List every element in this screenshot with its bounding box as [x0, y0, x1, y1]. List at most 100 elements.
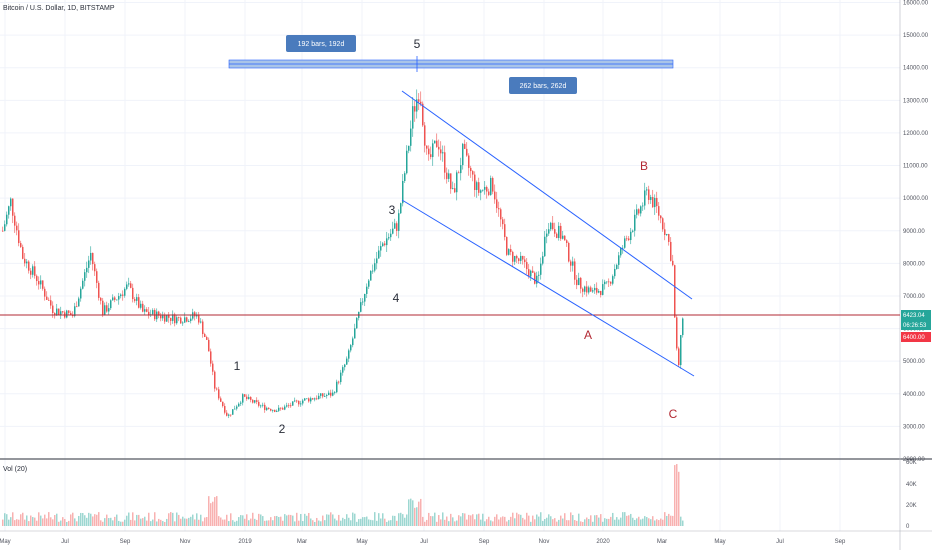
- volume-bar: [8, 519, 10, 526]
- volume-bar: [574, 520, 576, 526]
- volume-bar: [356, 521, 358, 526]
- volume-bar: [38, 512, 40, 526]
- candle-body: [92, 252, 94, 265]
- candle-body: [94, 264, 96, 272]
- volume-bar: [534, 519, 536, 526]
- candle-body: [476, 182, 478, 190]
- volume-bar: [642, 518, 644, 526]
- candle-body: [504, 224, 506, 238]
- wave-label-c: C: [669, 407, 678, 421]
- candle-body: [514, 255, 516, 262]
- candle-body: [364, 293, 366, 302]
- candle-body: [626, 238, 628, 240]
- candle-body: [506, 237, 508, 255]
- volume-bar: [186, 518, 188, 526]
- volume-bar: [312, 520, 314, 526]
- candle-body: [276, 410, 278, 412]
- candle-body: [468, 155, 470, 168]
- volume-bar: [672, 515, 674, 526]
- candle-body: [662, 218, 664, 230]
- candle-body: [98, 282, 100, 298]
- candle-body: [590, 287, 592, 292]
- volume-bar: [140, 518, 142, 526]
- candle-body: [408, 145, 410, 151]
- candle-body: [300, 403, 302, 405]
- volume-bar: [524, 519, 526, 526]
- candle-body: [124, 288, 126, 296]
- candle-body: [324, 395, 326, 397]
- volume-bar: [12, 512, 14, 526]
- volume-bar: [378, 513, 380, 526]
- candle-body: [96, 271, 98, 283]
- volume-bar: [300, 513, 302, 526]
- volume-label[interactable]: Vol (20): [3, 466, 27, 473]
- price-tick-label: 3000.00: [903, 424, 925, 430]
- volume-bar: [194, 519, 196, 526]
- volume-bar: [326, 514, 328, 526]
- candle-body: [222, 401, 224, 407]
- channel-upper-line[interactable]: [401, 90, 693, 300]
- volume-bar: [520, 514, 522, 526]
- candle-body: [500, 209, 502, 220]
- price-axis[interactable]: 16000.00 15000.00 14000.00 13000.00 12000.00…: [903, 1, 929, 464]
- volume-bar: [164, 521, 166, 526]
- candle-body: [12, 198, 14, 216]
- volume-bar: [320, 521, 322, 526]
- volume-bar: [142, 518, 144, 526]
- candle-body: [620, 248, 622, 256]
- candle-body: [438, 146, 440, 150]
- candle-body: [54, 313, 56, 315]
- candle-body: [120, 294, 122, 297]
- time-axis[interactable]: May Jul Sep Nov 2019 Mar May Jul Sep Nov 2020 Mar Ma…: [0, 539, 846, 545]
- candle-body: [570, 261, 572, 266]
- volume-bar: [330, 512, 332, 526]
- volume-bar: [44, 514, 46, 526]
- candle-body: [676, 317, 678, 349]
- volume-bar: [528, 515, 530, 526]
- price-tick-label: 2000.00: [903, 457, 925, 463]
- volume-bar: [426, 519, 428, 526]
- candle-body: [294, 400, 296, 402]
- candle-body: [512, 251, 514, 262]
- candle-body: [236, 406, 238, 409]
- candle-body: [334, 392, 336, 394]
- candle-body: [244, 394, 246, 397]
- volume-bar: [624, 512, 626, 526]
- volume-bar: [100, 520, 102, 526]
- volume-bar: [276, 515, 278, 526]
- candle-body: [86, 267, 88, 273]
- candle-body: [524, 259, 526, 263]
- volume-bar: [176, 512, 178, 526]
- volume-bar: [60, 520, 62, 526]
- volume-bar: [372, 520, 374, 526]
- time-tick-label: May: [714, 539, 725, 545]
- candle-body: [594, 287, 596, 291]
- symbol-title[interactable]: Bitcoin / U.S. Dollar, 1D, BITSTAMP: [3, 5, 115, 12]
- candle-body: [622, 247, 624, 249]
- volume-bar: [342, 517, 344, 526]
- candle-body: [400, 203, 402, 214]
- candle-body: [160, 315, 162, 319]
- candle-body: [320, 393, 322, 396]
- volume-bar: [634, 519, 636, 526]
- candle-body: [526, 262, 528, 270]
- channel-lower-line[interactable]: [401, 199, 695, 377]
- candle-body: [564, 235, 566, 241]
- volume-bar: [394, 515, 396, 526]
- volume-bar: [442, 512, 444, 526]
- candle-body: [292, 401, 294, 406]
- volume-bar: [588, 518, 590, 526]
- volume-bar: [540, 512, 542, 526]
- volume-bar: [486, 519, 488, 526]
- volume-bar: [532, 515, 534, 526]
- candle-body: [240, 402, 242, 404]
- candle-body: [452, 188, 454, 189]
- candle-body: [248, 397, 250, 399]
- candle-body: [28, 261, 30, 271]
- candle-body: [190, 318, 192, 322]
- candle-body: [436, 140, 438, 147]
- volume-bar: [212, 501, 214, 526]
- candle-body: [442, 152, 444, 154]
- volume-bar: [50, 517, 52, 526]
